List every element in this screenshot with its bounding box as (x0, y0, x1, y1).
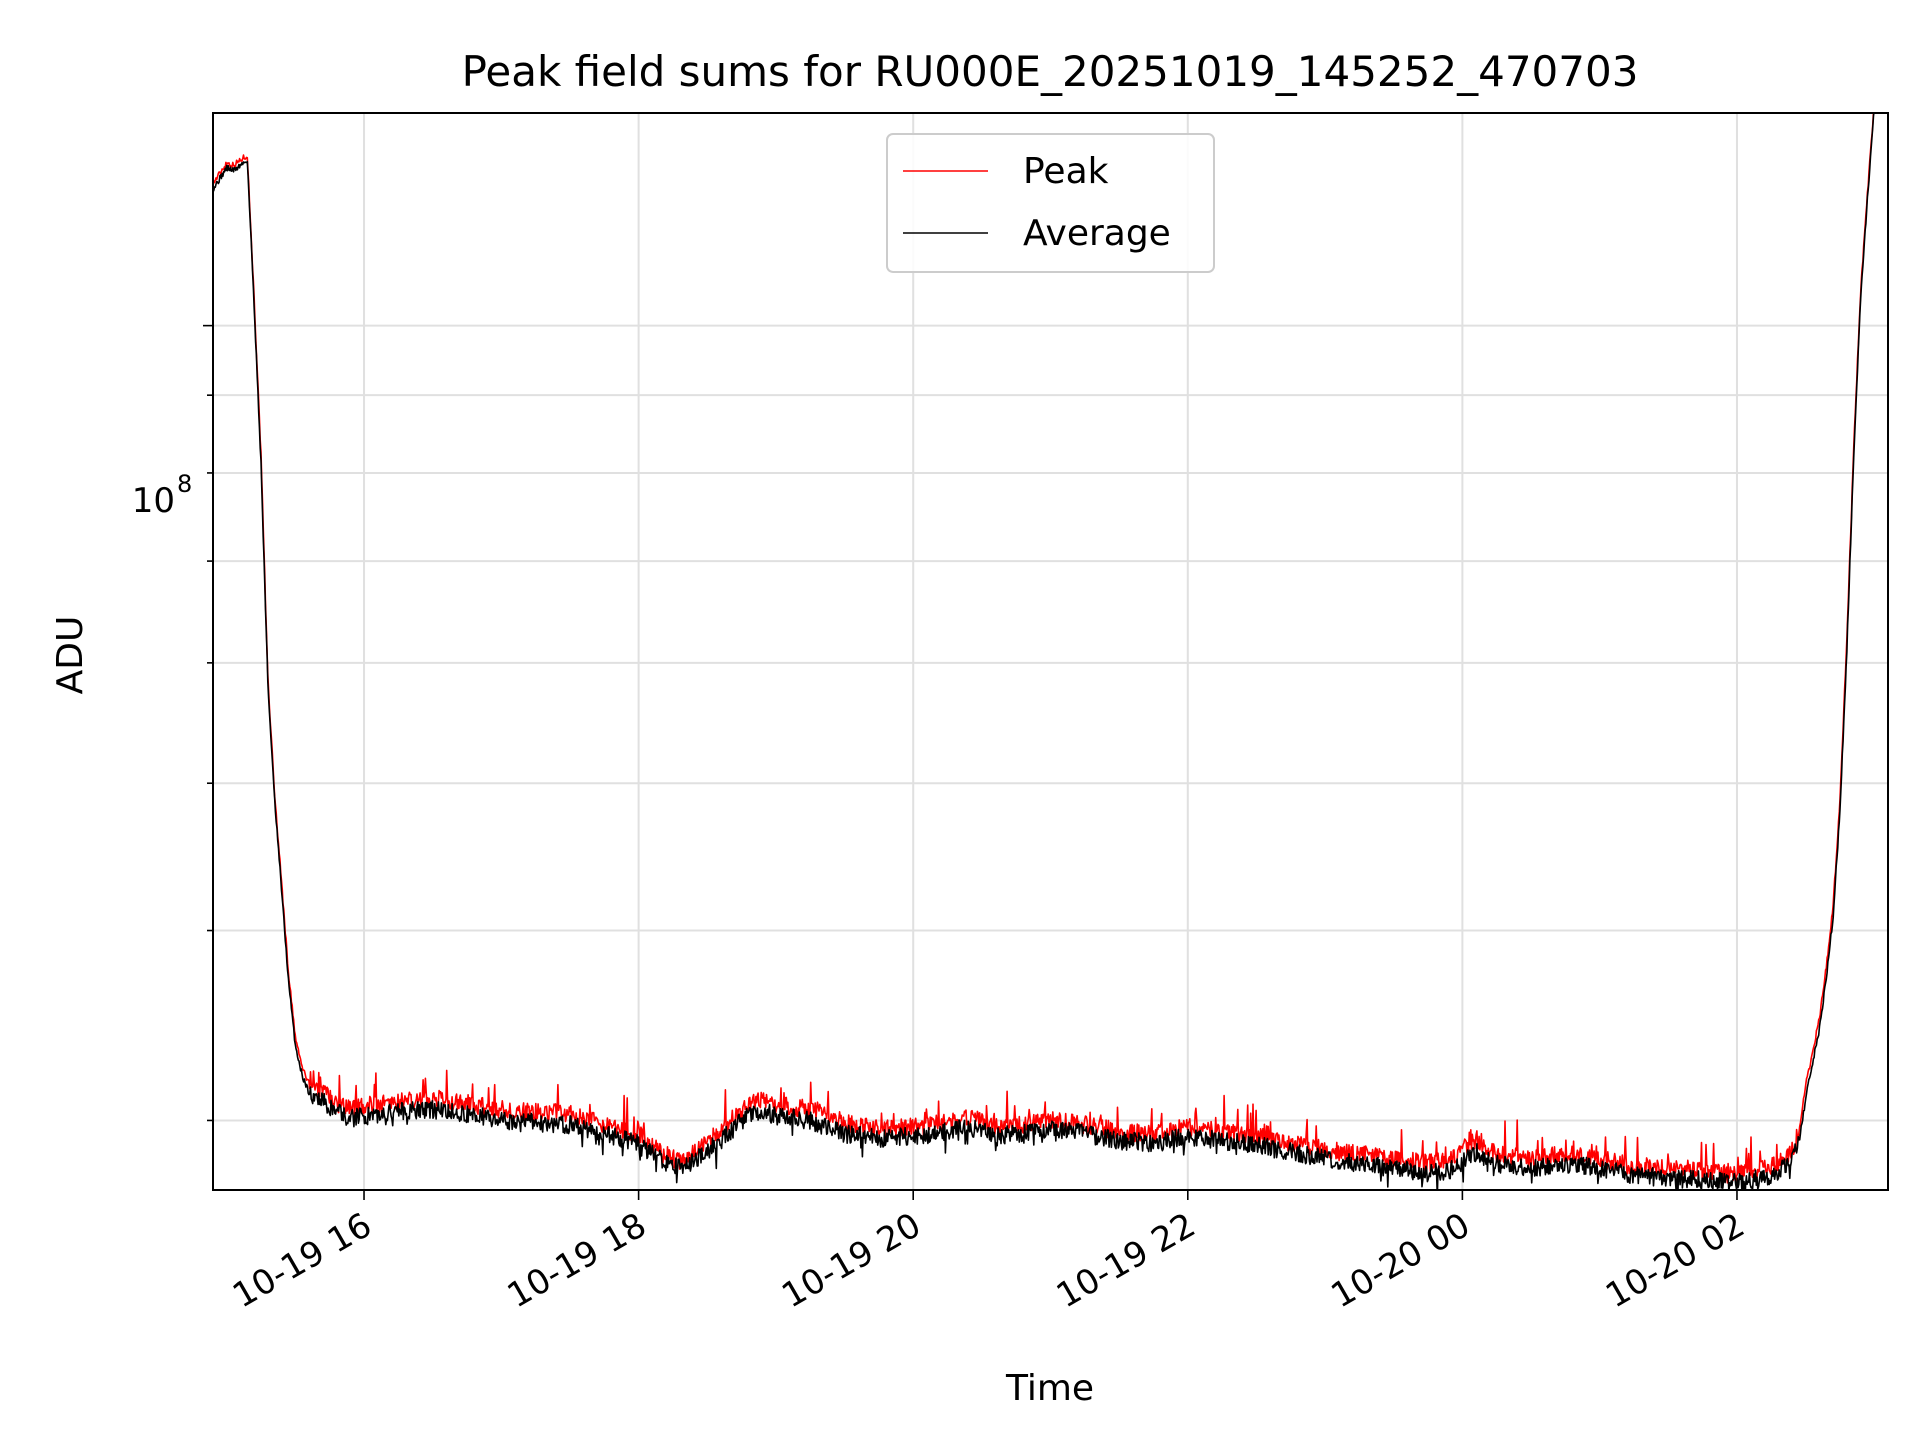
y-axis-label: ADU (50, 616, 91, 695)
peak-series-line (213, 113, 1875, 1184)
chart-title: Peak field sums for RU000E_20251019_1452… (462, 47, 1639, 96)
legend-average-label: Average (1023, 213, 1171, 254)
series-layer (213, 113, 1875, 1190)
x-axis-label: Time (1005, 1368, 1094, 1409)
y-tick-base: 10 (132, 481, 175, 521)
legend-peak-label: Peak (1023, 151, 1109, 192)
y-major-tick-label: 10 8 (132, 470, 193, 521)
legend-box (886, 133, 1215, 273)
average-series-line (213, 113, 1875, 1190)
legend: Peak Average (886, 133, 1215, 273)
y-tick-exponent: 8 (177, 470, 192, 498)
plot-frame (212, 112, 1889, 1191)
